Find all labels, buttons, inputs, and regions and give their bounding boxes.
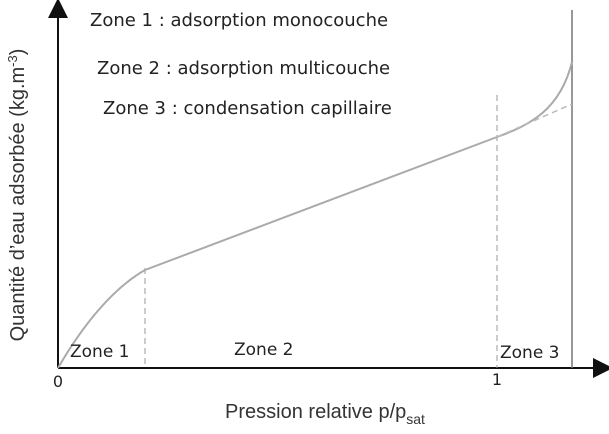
y-label-sup: -3 — [5, 55, 20, 67]
zone-label: Zone 1 — [70, 342, 130, 362]
x-label-main: Pression relative p/p — [225, 401, 406, 423]
linear-extension — [496, 103, 573, 138]
x-tick-label: 0 — [53, 372, 63, 391]
zone-label: Zone 3 — [500, 343, 560, 363]
x-tick-label: 1 — [492, 370, 502, 389]
y-label-main: Quantité d’eau adsorbée (kg.m — [7, 67, 29, 342]
y-label-close: ) — [7, 49, 29, 56]
isotherm-curve — [57, 61, 573, 369]
x-axis-label: Pression relative p/psat — [225, 401, 425, 427]
legend-line: Zone 1 : adsorption monocouche — [90, 10, 388, 31]
legend-line: Zone 3 : condensation capillaire — [103, 98, 392, 119]
zone-label: Zone 2 — [234, 340, 294, 360]
legend-line: Zone 2 : adsorption multicouche — [97, 58, 390, 79]
y-axis-label: Quantité d’eau adsorbée (kg.m-3) — [5, 49, 29, 342]
x-label-sub: sat — [406, 411, 425, 427]
